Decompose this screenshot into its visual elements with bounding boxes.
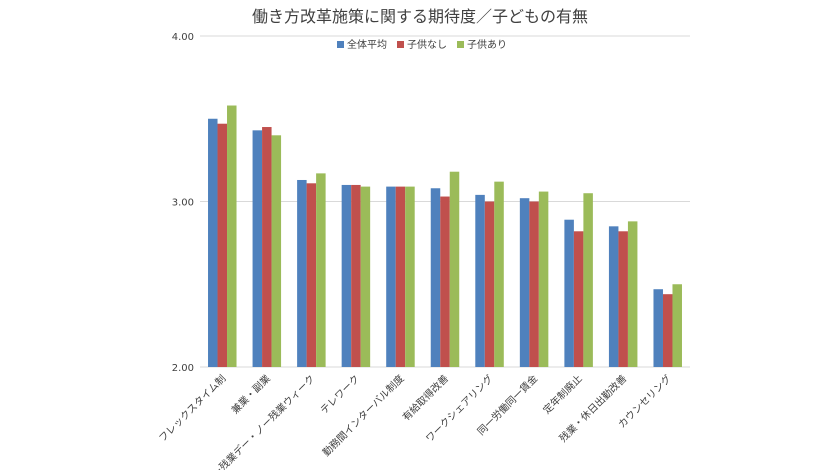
legend: 全体平均 子供なし 子供あり xyxy=(337,38,507,51)
y-tick-label: 4.00 xyxy=(172,32,194,43)
bar xyxy=(608,226,619,367)
bar xyxy=(440,196,450,367)
bar xyxy=(252,130,263,367)
bar xyxy=(662,294,673,367)
bar xyxy=(386,186,396,367)
bar xyxy=(297,179,307,367)
bar xyxy=(529,201,539,367)
bar xyxy=(484,201,495,367)
bar xyxy=(564,219,574,367)
bar xyxy=(306,183,317,367)
chart-title: 働き方改革施策に関する期待度／子どもの有無 xyxy=(252,7,588,26)
bar xyxy=(395,186,406,367)
bar xyxy=(519,198,530,367)
bar xyxy=(430,188,441,367)
bar xyxy=(538,191,549,367)
bar xyxy=(475,194,485,367)
bar xyxy=(217,123,228,367)
y-axis-ticks: 2.00 3.00 4.00 xyxy=(172,32,194,374)
bar xyxy=(405,186,415,367)
legend-label: 子供なし xyxy=(407,38,447,51)
bar xyxy=(618,231,628,367)
legend-swatch xyxy=(457,41,464,48)
legend-label: 全体平均 xyxy=(347,38,387,51)
x-tick-label: 有給取得改善 xyxy=(400,372,452,424)
bar xyxy=(627,221,638,367)
legend-swatch xyxy=(337,41,344,48)
bar xyxy=(351,184,361,367)
bar xyxy=(573,231,584,367)
x-tick-label: 定年制廃止 xyxy=(540,372,585,417)
y-tick-label: 2.00 xyxy=(172,363,194,374)
bar xyxy=(360,186,371,367)
legend-swatch xyxy=(397,41,404,48)
bar xyxy=(227,105,237,367)
x-tick-label: テレワーク xyxy=(318,373,362,417)
bar xyxy=(271,135,282,367)
y-tick-label: 3.00 xyxy=(172,198,194,209)
bar xyxy=(341,184,352,367)
x-tick-label: 勤務間インターバル制度 xyxy=(320,372,407,459)
bar xyxy=(262,127,272,368)
bar xyxy=(208,118,218,367)
bars xyxy=(208,105,682,368)
bar xyxy=(316,173,326,367)
x-tick-label: フレックスタイム制 xyxy=(156,372,228,444)
bar xyxy=(653,289,663,367)
legend-label: 子供あり xyxy=(467,38,507,51)
x-tick-label: 兼業・副業 xyxy=(228,372,273,417)
bar xyxy=(494,181,504,367)
bar xyxy=(449,171,460,367)
bar xyxy=(672,284,682,367)
bar xyxy=(583,193,593,367)
